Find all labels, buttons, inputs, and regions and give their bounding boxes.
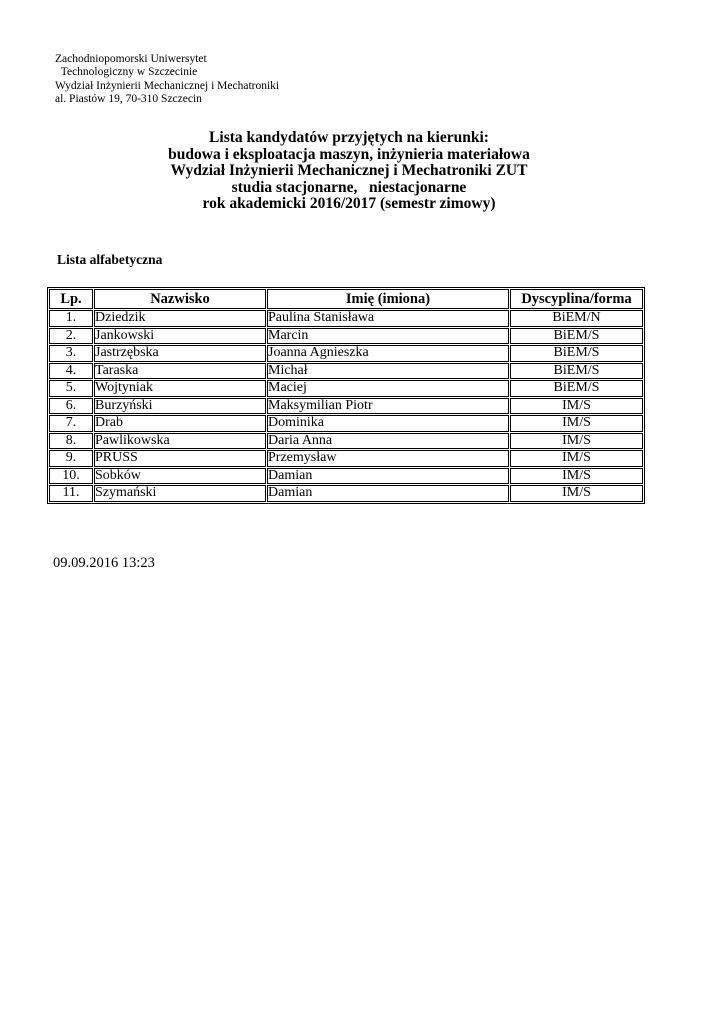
cell-surname: Pawlikowska <box>94 432 266 449</box>
candidates-table: Lp. Nazwisko Imię (imiona) Dyscyplina/fo… <box>47 287 645 504</box>
cell-discipline: BiEM/S <box>510 380 643 397</box>
cell-firstname: Daria Anna <box>267 432 509 449</box>
cell-discipline: BiEM/S <box>510 362 643 379</box>
cell-surname: Sobków <box>94 467 266 484</box>
cell-surname: PRUSS <box>94 450 266 467</box>
title-line: studia stacjonarne, niestacjonarne <box>231 178 467 196</box>
section-heading: Lista alfabetyczna <box>57 252 163 267</box>
cell-discipline: IM/S <box>510 415 643 432</box>
letterhead: Zachodniopomorski Uniwersytet Technologi… <box>55 53 279 107</box>
cell-firstname: Joanna Agnieszka <box>267 345 509 362</box>
cell-discipline: IM/S <box>510 397 643 414</box>
table-row: 10. Sobków Damian IM/S <box>49 467 643 484</box>
cell-firstname: Marcin <box>267 327 509 344</box>
cell-lp: 1. <box>49 310 93 327</box>
table-row: 8. Pawlikowska Daria Anna IM/S <box>49 432 643 449</box>
cell-lp: 6. <box>49 397 93 414</box>
cell-lp: 5. <box>49 380 93 397</box>
document-title: Lista kandydatów przyjętych na kierunki:… <box>47 129 651 213</box>
table-row: 5. Wojtyniak Maciej BiEM/S <box>49 380 643 397</box>
title-line: Wydział Inżynierii Mechanicznej i Mechat… <box>170 162 528 180</box>
cell-surname: Taraska <box>94 362 266 379</box>
cell-firstname: Dominika <box>267 415 509 432</box>
cell-surname: Drab <box>94 415 266 432</box>
cell-lp: 9. <box>49 450 93 467</box>
cell-surname: Szymański <box>94 485 266 502</box>
letterhead-line: Wydział Inżynierii Mechanicznej i Mechat… <box>55 79 280 92</box>
cell-surname: Wojtyniak <box>94 380 266 397</box>
cell-lp: 8. <box>49 432 93 449</box>
cell-discipline: BiEM/N <box>510 310 643 327</box>
letterhead-line: Zachodniopomorski Uniwersytet <box>55 53 207 65</box>
cell-surname: Jastrzębska <box>94 345 266 362</box>
cell-lp: 4. <box>49 362 93 379</box>
table-row: 6. Burzyński Maksymilian Piotr IM/S <box>49 397 643 414</box>
print-timestamp: 09.09.2016 13:23 <box>53 555 155 571</box>
cell-surname: Dziedzik <box>94 310 266 327</box>
table-row: 11. Szymański Damian IM/S <box>49 485 643 502</box>
cell-surname: Jankowski <box>94 327 266 344</box>
title-line: Lista kandydatów przyjętych na kierunki: <box>209 129 489 146</box>
cell-discipline: IM/S <box>510 432 643 449</box>
col-header-discipline: Dyscyplina/forma <box>510 289 643 309</box>
table-row: 2. Jankowski Marcin BiEM/S <box>49 327 643 344</box>
title-line: budowa i eksploatacja maszyn, inżynieria… <box>168 145 530 163</box>
cell-firstname: Maksymilian Piotr <box>267 397 509 414</box>
cell-firstname: Przemysław <box>267 450 509 467</box>
cell-firstname: Damian <box>267 485 509 502</box>
table-header-row: Lp. Nazwisko Imię (imiona) Dyscyplina/fo… <box>49 289 643 309</box>
table-row: 1. Dziedzik Paulina Stanisława BiEM/N <box>49 310 643 327</box>
cell-discipline: BiEM/S <box>510 327 643 344</box>
cell-lp: 11. <box>49 485 93 502</box>
cell-discipline: BiEM/S <box>510 345 643 362</box>
letterhead-line: Technologiczny w Szczecinie <box>55 66 198 79</box>
table-row: 4. Taraska Michał BiEM/S <box>49 362 643 379</box>
col-header-firstname: Imię (imiona) <box>267 289 509 309</box>
cell-firstname: Michał <box>267 362 509 379</box>
table-row: 9. PRUSS Przemysław IM/S <box>49 450 643 467</box>
cell-firstname: Maciej <box>267 380 509 397</box>
cell-lp: 3. <box>49 345 93 362</box>
table-row: 3. Jastrzębska Joanna Agnieszka BiEM/S <box>49 345 643 362</box>
cell-discipline: IM/S <box>510 450 643 467</box>
cell-discipline: IM/S <box>510 467 643 484</box>
cell-lp: 2. <box>49 327 93 344</box>
cell-discipline: IM/S <box>510 485 643 502</box>
cell-firstname: Paulina Stanisława <box>267 310 509 327</box>
letterhead-line: al. Piastów 19, 70-310 Szczecin <box>55 93 202 106</box>
table-row: 7. Drab Dominika IM/S <box>49 415 643 432</box>
col-header-lp: Lp. <box>49 289 93 309</box>
cell-lp: 7. <box>49 415 93 432</box>
cell-surname: Burzyński <box>94 397 266 414</box>
title-line: rok akademicki 2016/2017 (semestr zimowy… <box>202 195 496 213</box>
col-header-surname: Nazwisko <box>94 289 266 309</box>
cell-lp: 10. <box>49 467 93 484</box>
cell-firstname: Damian <box>267 467 509 484</box>
